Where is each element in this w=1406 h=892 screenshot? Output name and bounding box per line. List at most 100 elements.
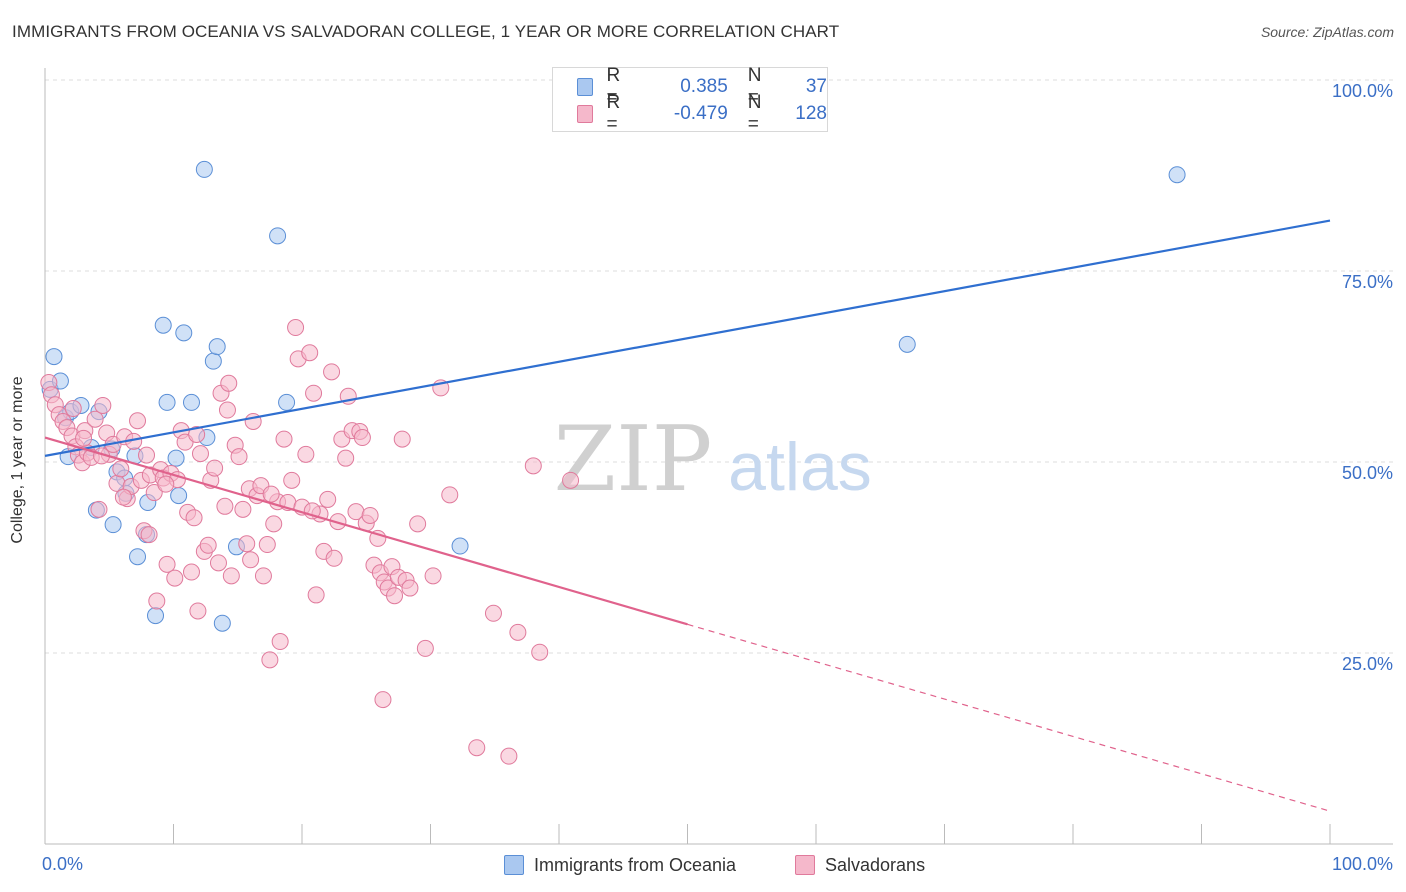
point-1-101 xyxy=(393,430,411,448)
r-label: R = xyxy=(606,65,621,108)
point-1-80 xyxy=(319,490,337,508)
point-1-125 xyxy=(64,400,82,418)
point-1-41 xyxy=(182,563,200,581)
point-1-81 xyxy=(323,363,341,381)
n-label: N = xyxy=(747,92,762,135)
legend-swatch-oceania xyxy=(577,78,594,96)
trend-line-0 xyxy=(44,219,1331,457)
point-1-57 xyxy=(238,535,256,553)
point-1-36 xyxy=(166,569,184,587)
point-1-28 xyxy=(138,446,156,464)
point-1-71 xyxy=(287,319,305,337)
point-1-65 xyxy=(265,515,283,533)
point-1-85 xyxy=(337,449,355,467)
point-0-24 xyxy=(195,160,213,178)
y-tick-label-3: 100.0% xyxy=(1332,81,1393,101)
point-1-120 xyxy=(218,401,236,419)
source-label: Source: ZipAtlas.com xyxy=(1260,24,1394,40)
x-tick-label-1: 100.0% xyxy=(1332,854,1393,874)
axes xyxy=(44,68,1393,845)
y-axis-label: College, 1 year or more xyxy=(9,376,26,544)
point-1-99 xyxy=(386,587,404,605)
point-1-52 xyxy=(220,374,238,392)
series-1 xyxy=(40,319,580,765)
point-1-75 xyxy=(301,344,319,362)
r-value-salvadorans: -0.479 xyxy=(673,103,728,124)
trend-line-extension-1 xyxy=(687,623,1331,812)
point-1-42 xyxy=(185,509,203,527)
legend-item-salvadorans[interactable]: Salvadorans xyxy=(795,853,925,877)
point-1-70 xyxy=(283,471,301,489)
point-0-23 xyxy=(182,393,200,411)
point-1-115 xyxy=(562,471,580,489)
point-1-127 xyxy=(242,551,260,569)
point-1-92 xyxy=(361,506,379,524)
point-1-113 xyxy=(524,457,542,475)
point-1-49 xyxy=(209,554,227,572)
point-1-117 xyxy=(262,485,280,503)
point-1-15 xyxy=(94,396,112,414)
legend-label-oceania: Immigrants from Oceania xyxy=(534,854,737,875)
point-0-31 xyxy=(278,393,296,411)
point-1-74 xyxy=(297,445,315,463)
point-1-119 xyxy=(188,425,206,443)
legend-swatch-salvadorans xyxy=(577,105,594,123)
trend-lines xyxy=(44,219,1331,812)
legend-swatch-salvadorans xyxy=(795,855,815,875)
point-1-122 xyxy=(114,488,132,506)
point-1-67 xyxy=(271,633,289,651)
point-1-48 xyxy=(206,459,224,477)
point-0-8 xyxy=(104,516,122,534)
point-1-114 xyxy=(531,643,549,661)
point-1-68 xyxy=(275,430,293,448)
trend-line-1 xyxy=(44,436,688,626)
n-value-salvadorans: 128 xyxy=(795,103,827,124)
x-tick-label-0: 0.0% xyxy=(42,854,83,874)
point-0-18 xyxy=(154,316,172,334)
point-1-116 xyxy=(374,691,392,709)
r-value-oceania: 0.385 xyxy=(680,76,728,97)
legend-item-oceania[interactable]: Immigrants from Oceania xyxy=(504,853,736,877)
point-1-77 xyxy=(307,586,325,604)
chart-title: IMMIGRANTS FROM OCEANIA VS SALVADORAN CO… xyxy=(12,22,840,41)
point-1-25 xyxy=(129,412,147,430)
point-1-105 xyxy=(416,639,434,657)
point-0-28 xyxy=(213,614,231,632)
point-1-53 xyxy=(222,567,240,585)
point-1-110 xyxy=(484,604,502,622)
point-1-62 xyxy=(254,567,272,585)
point-1-121 xyxy=(157,475,175,493)
point-1-14 xyxy=(90,500,108,518)
point-0-21 xyxy=(170,487,188,505)
correlation-legend: R = 0.385 N = 37 R = -0.479 N = 128 xyxy=(552,65,828,135)
point-1-126 xyxy=(140,526,158,544)
n-label: N = xyxy=(747,65,762,108)
point-1-55 xyxy=(230,448,248,466)
point-0-14 xyxy=(129,548,147,566)
point-1-109 xyxy=(468,739,486,757)
point-1-90 xyxy=(353,429,371,447)
point-1-76 xyxy=(305,384,323,402)
point-1-104 xyxy=(409,515,427,533)
y-tick-label-0: 25.0% xyxy=(1342,654,1393,674)
point-1-43 xyxy=(189,602,207,620)
point-1-30 xyxy=(145,484,163,502)
watermark-zip: ZIP xyxy=(554,407,713,512)
point-0-22 xyxy=(175,324,193,342)
tick-labels: 25.0% 50.0% 75.0% 100.0% 0.0% 100.0% xyxy=(42,81,1393,874)
watermark-atlas: atlas xyxy=(728,429,872,505)
point-1-106 xyxy=(424,567,442,585)
point-1-111 xyxy=(500,747,518,765)
point-0-30 xyxy=(269,227,287,245)
point-1-20 xyxy=(112,460,130,478)
point-1-82 xyxy=(325,549,343,567)
point-1-108 xyxy=(441,486,459,504)
y-tick-label-1: 50.0% xyxy=(1342,463,1393,483)
r-label: R = xyxy=(606,92,621,135)
point-0-27 xyxy=(208,338,226,356)
legend-swatch-oceania xyxy=(504,855,524,875)
point-0-1 xyxy=(45,348,63,366)
point-1-112 xyxy=(509,623,527,641)
point-1-56 xyxy=(234,500,252,518)
watermark: ZIP atlas xyxy=(554,407,872,512)
